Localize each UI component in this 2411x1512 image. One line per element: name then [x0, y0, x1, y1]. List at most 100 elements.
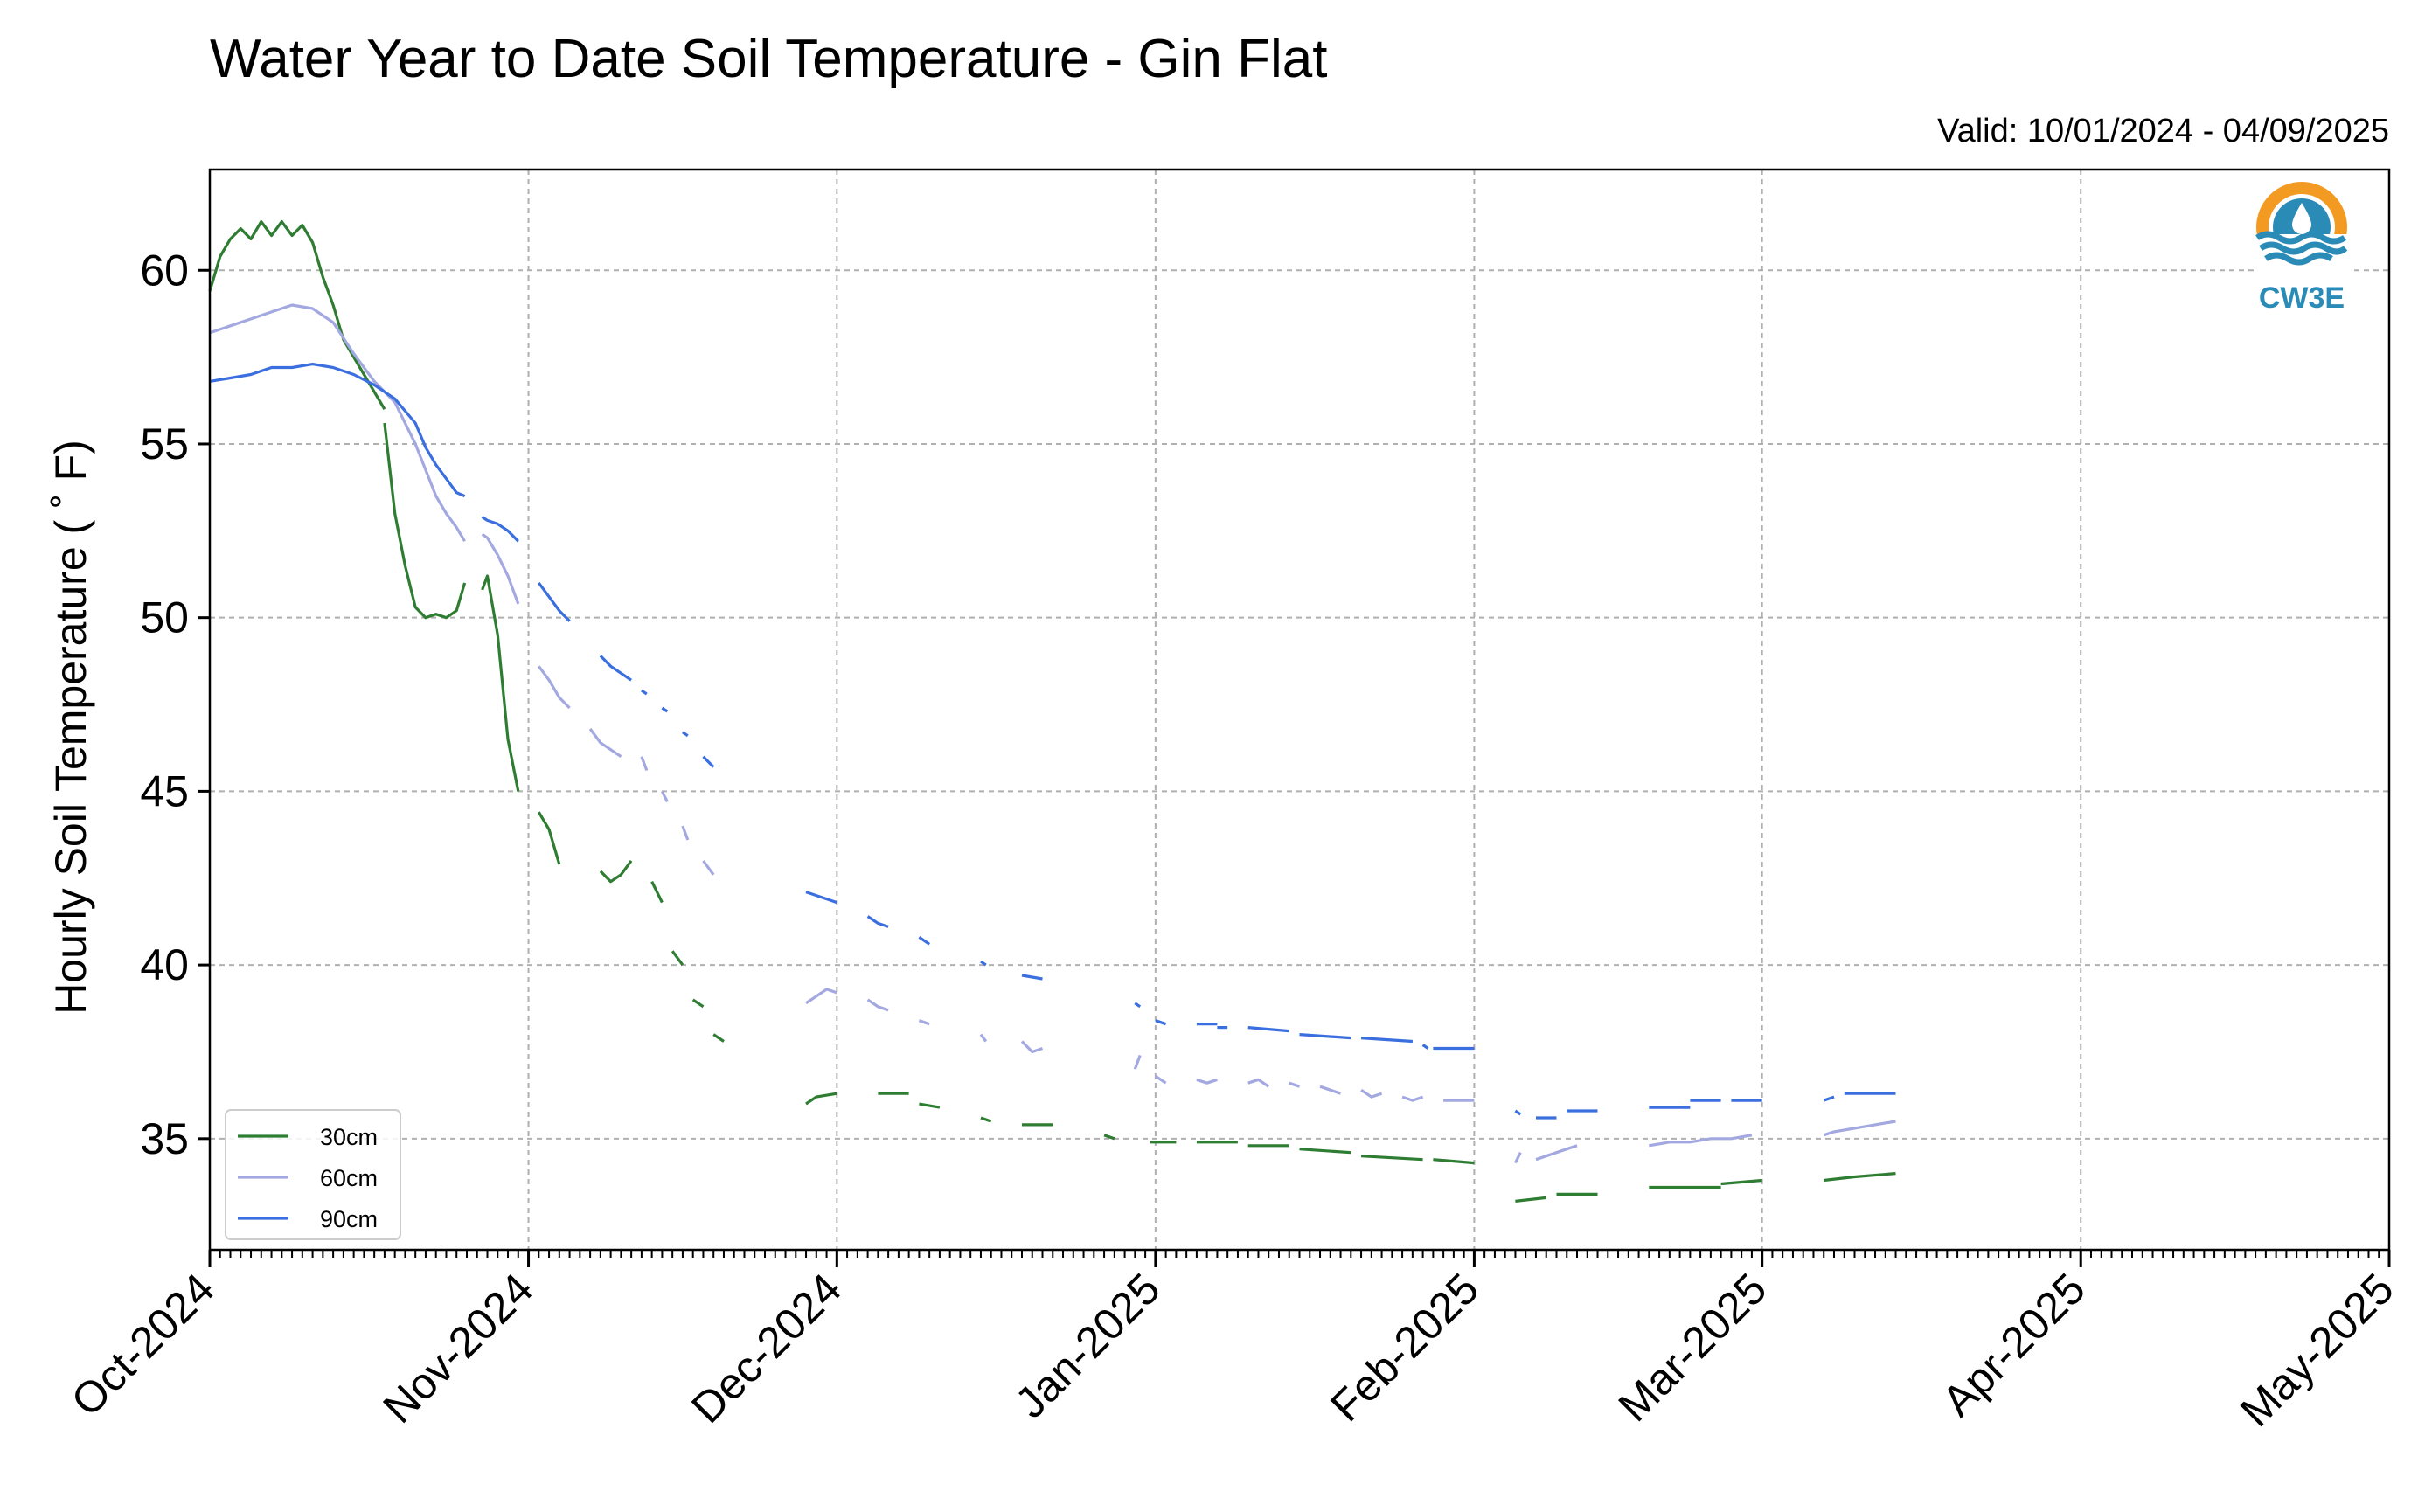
x-tick-label: May-2025: [2231, 1264, 2403, 1436]
series-line-60cm: [1401, 1095, 1424, 1102]
series-line-60cm: [918, 1019, 930, 1026]
series-line-90cm: [481, 516, 519, 543]
series-line-90cm: [1421, 1044, 1429, 1050]
y-tick-label: 45: [140, 766, 189, 815]
axes-layer: Oct-2024 Nov-2024 Dec-2024 Jan-2025 Feb-2025…: [62, 168, 2403, 1436]
y-tick-label: 60: [140, 246, 189, 295]
valid-date-range: Valid: 10/01/2024 - 04/09/2025: [1937, 113, 2389, 149]
series-line-90cm: [702, 755, 715, 768]
series-line-90cm: [1823, 1095, 1835, 1102]
series-line-60cm: [209, 303, 466, 543]
series-line-90cm: [1360, 1037, 1414, 1044]
series-30cm: [208, 220, 1896, 1203]
chart-title: Water Year to Date Soil Temperature - Gi…: [210, 29, 1327, 89]
logo-drop-icon: [2292, 203, 2311, 234]
series-line-30cm: [1103, 1134, 1115, 1141]
y-tick-label: 35: [140, 1114, 189, 1163]
series-line-30cm: [599, 859, 633, 884]
series-line-90cm: [805, 891, 837, 905]
x-tick-label: Apr-2025: [1933, 1264, 2095, 1425]
legend-label-60cm: 60cm: [320, 1165, 378, 1191]
series-line-30cm: [691, 998, 705, 1009]
series-line-30cm: [1299, 1148, 1351, 1155]
series-line-60cm: [1513, 1151, 1522, 1164]
series-line-60cm: [805, 988, 837, 1005]
series-line-30cm: [1720, 1178, 1762, 1186]
series-line-60cm: [1289, 1081, 1301, 1088]
plot-frame: [208, 168, 2391, 1252]
series-line-60cm: [660, 790, 669, 803]
series-line-60cm: [1020, 1040, 1044, 1054]
x-tick-label: Jan-2025: [1006, 1264, 1170, 1427]
series-line-60cm: [1196, 1078, 1218, 1085]
series-line-90cm: [980, 960, 987, 967]
series-line-60cm: [866, 998, 889, 1012]
legend: 30cm 60cm 90cm: [225, 1109, 401, 1240]
series-line-90cm: [682, 731, 689, 738]
series-line-90cm: [538, 581, 571, 622]
y-tick-label: 50: [140, 593, 189, 642]
series-line-90cm: [641, 689, 648, 696]
x-tick-label: Nov-2024: [373, 1264, 542, 1432]
series-line-60cm: [1133, 1054, 1142, 1070]
series-line-60cm: [1535, 1144, 1578, 1162]
series-line-60cm: [1319, 1085, 1342, 1095]
series-60cm: [209, 303, 1896, 1164]
grid-layer: [209, 170, 2390, 1250]
legend-label-30cm: 30cm: [320, 1124, 378, 1150]
series-line-90cm: [1299, 1033, 1351, 1040]
series-line-30cm: [208, 220, 386, 411]
series-line-90cm: [1021, 974, 1043, 981]
series-line-60cm: [481, 532, 520, 605]
series-line-30cm: [650, 880, 664, 904]
series-line-90cm: [599, 655, 632, 682]
series-line-90cm: [1247, 1026, 1289, 1033]
series-line-90cm: [1155, 1019, 1167, 1026]
series-line-60cm: [538, 665, 571, 710]
y-tick-label: 40: [140, 940, 189, 989]
logo-waves: [2255, 231, 2348, 266]
series-line-30cm: [919, 1102, 941, 1109]
cw3e-logo: CW3E: [2254, 182, 2350, 315]
series-line-60cm: [1247, 1078, 1270, 1088]
series-line-30cm: [1824, 1172, 1896, 1183]
series-line-30cm: [1433, 1158, 1475, 1165]
series-line-60cm: [640, 756, 649, 772]
x-tick-label: Dec-2024: [682, 1264, 851, 1432]
series-line-90cm: [1134, 1002, 1142, 1009]
series-line-30cm: [712, 1033, 725, 1043]
series-line-60cm: [681, 825, 690, 841]
series-line-30cm: [805, 1092, 837, 1106]
logo-text: CW3E: [2259, 281, 2345, 315]
series-line-90cm: [1514, 1109, 1522, 1116]
series-line-30cm: [1515, 1196, 1546, 1203]
series-line-90cm: [661, 706, 669, 713]
series-line-30cm: [481, 574, 520, 792]
legend-label-90cm: 90cm: [320, 1206, 378, 1232]
series-line-60cm: [588, 727, 622, 759]
series-line-60cm: [1360, 1088, 1383, 1099]
series-line-60cm: [979, 1033, 988, 1043]
series-layer: [208, 220, 1896, 1203]
legend-box: [225, 1109, 401, 1240]
series-line-60cm: [702, 859, 715, 876]
y-tick-label: 55: [140, 420, 189, 468]
series-line-90cm: [918, 935, 931, 946]
series-line-30cm: [670, 950, 684, 967]
series-90cm: [209, 363, 1896, 1120]
series-line-30cm: [537, 811, 561, 865]
series-line-60cm: [1823, 1120, 1896, 1137]
series-line-30cm: [383, 422, 467, 620]
x-tick-label: Oct-2024: [62, 1264, 224, 1425]
x-tick-label: Feb-2025: [1321, 1264, 1488, 1431]
series-line-60cm: [1155, 1074, 1167, 1085]
series-line-90cm: [866, 915, 889, 928]
y-axis-label: Hourly Soil Temperature ( ˚ F): [46, 440, 95, 1015]
series-line-90cm: [209, 363, 466, 498]
series-line-30cm: [980, 1116, 992, 1123]
series-line-30cm: [1361, 1155, 1423, 1162]
series-line-60cm: [1649, 1134, 1753, 1148]
x-tick-label: Mar-2025: [1609, 1264, 1776, 1431]
